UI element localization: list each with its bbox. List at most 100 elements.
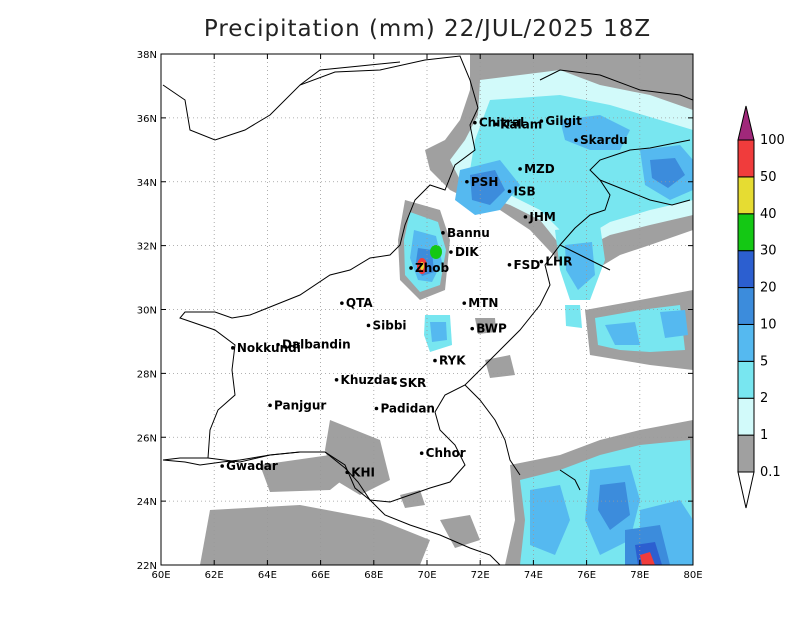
city-marker [449, 250, 453, 254]
city-label: BWP [476, 322, 507, 336]
city-label: Nokkundi [237, 341, 301, 355]
legend-label: 10 [760, 317, 777, 332]
legend-swatch [737, 434, 755, 473]
city-marker [441, 231, 445, 235]
legend-swatch [737, 323, 755, 362]
city-label: ISB [513, 184, 535, 198]
lon-tick-label: 66E [311, 570, 330, 581]
precip-area [200, 505, 430, 565]
city-label: RYK [439, 354, 466, 368]
lon-tick-label: 72E [471, 570, 490, 581]
lon-tick-label: 74E [524, 570, 543, 581]
precip-area [260, 455, 355, 492]
city-marker [494, 122, 498, 127]
city-marker [340, 301, 344, 305]
india-border [599, 179, 691, 206]
legend-swatch [737, 139, 755, 178]
city-label: Khuzdar [341, 373, 397, 387]
lat-tick-label: 28N [137, 369, 157, 380]
city-label: Panjgur [274, 398, 326, 412]
legend-swatch [737, 287, 755, 325]
city-marker [366, 323, 371, 328]
city-marker [473, 120, 477, 125]
city-marker [470, 326, 475, 331]
city-label: Padidan [380, 402, 435, 416]
lat-tick-label: 22N [137, 561, 157, 572]
city-marker [393, 381, 397, 385]
lon-tick-label: 76E [577, 570, 596, 581]
legend-label: 40 [760, 207, 777, 222]
precip-area [470, 170, 505, 205]
precip-area [598, 482, 630, 530]
precip-area [565, 305, 582, 328]
city-marker [462, 301, 467, 305]
legend-label: 100 [760, 133, 785, 148]
precip-area [440, 515, 480, 548]
city-label: Gilgit [545, 114, 582, 128]
axes: 60E 62E 64E 66E 68E 70E 72E 74E 76E 78E 80E 22N 24N 2… [137, 50, 703, 581]
precip-area [400, 490, 425, 508]
precip-area [650, 158, 685, 188]
legend-label: 1 [760, 428, 768, 443]
legend-label: 20 [760, 281, 777, 296]
city-marker [374, 406, 379, 411]
precip-area [420, 262, 424, 270]
india-border [559, 469, 581, 491]
city-label: KHI [351, 465, 375, 479]
legend-label: 5 [760, 354, 768, 369]
lat-tick-label: 38N [137, 50, 157, 61]
city-label: LHR [545, 255, 572, 269]
city-label: Kalam [500, 117, 542, 131]
city-marker [345, 470, 350, 475]
lon-tick-label: 70E [417, 570, 436, 581]
city-label: JHM [528, 210, 555, 224]
legend-swatch [737, 471, 755, 509]
precip-area [660, 310, 688, 338]
coastline [162, 451, 501, 565]
legend-label: 50 [760, 170, 777, 185]
lat-tick-label: 34N [137, 178, 157, 189]
legend: 0.1 1 2 5 10 20 30 40 50 100 [737, 105, 785, 509]
city-marker [276, 342, 280, 347]
city-label: Chhor [426, 446, 466, 460]
city-marker [433, 358, 437, 363]
city-marker [409, 266, 413, 270]
precip-area [640, 552, 655, 565]
pakistan-border [207, 139, 691, 503]
precip-area [605, 322, 640, 345]
city-label: DIK [455, 245, 479, 259]
city-marker [518, 167, 522, 171]
precip-area [560, 115, 630, 150]
afghanistan-border [299, 61, 401, 86]
india-border [464, 384, 521, 476]
legend-swatch [737, 397, 755, 436]
pakistan-border [162, 55, 479, 461]
city-marker [334, 377, 339, 382]
city-marker [419, 451, 424, 456]
legend-swatch [737, 213, 755, 252]
city-label: Sibbi [372, 318, 406, 332]
city-marker [507, 189, 512, 194]
lat-tick-label: 30N [137, 306, 157, 317]
city-marker [539, 119, 544, 123]
city-label: Gwadar [226, 459, 278, 473]
city-marker [220, 464, 224, 468]
city-label: SKR [399, 376, 426, 390]
lat-tick-label: 36N [137, 114, 157, 125]
china-border [539, 69, 693, 101]
lon-tick-label: 80E [683, 570, 702, 581]
country-borders [162, 55, 693, 565]
lon-tick-label: 64E [258, 570, 277, 581]
city-marker [507, 262, 512, 267]
city-marker [574, 138, 578, 143]
lon-tick-label: 78E [630, 570, 649, 581]
lat-tick-label: 24N [137, 497, 157, 508]
grid-lines [161, 54, 693, 565]
legend-swatch [737, 360, 755, 399]
legend-swatch [737, 250, 755, 289]
lon-tick-label: 62E [205, 570, 224, 581]
city-marker [465, 179, 469, 184]
lat-tick-label: 32N [137, 242, 157, 253]
precip-area [565, 242, 595, 290]
